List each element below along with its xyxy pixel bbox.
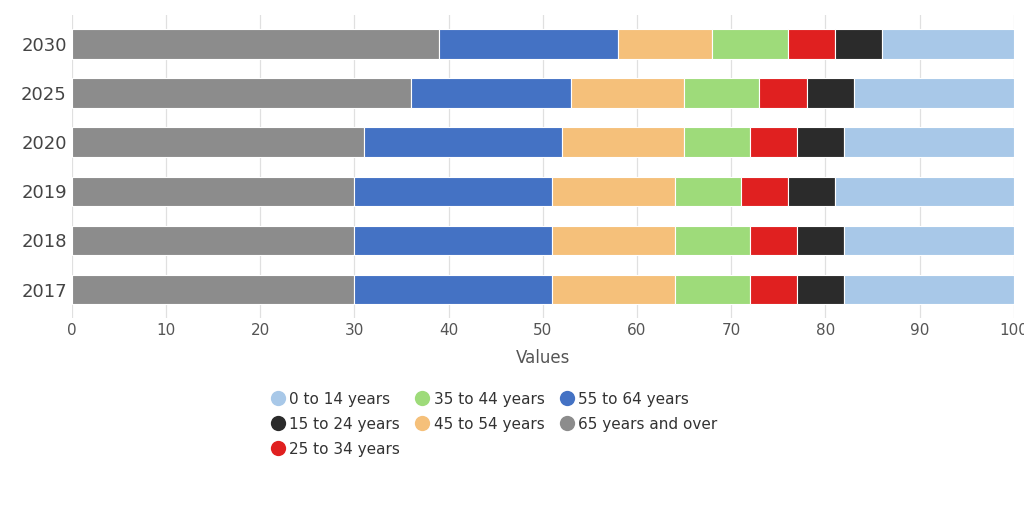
Bar — [750, 127, 797, 157]
Bar — [740, 176, 787, 206]
Bar — [618, 29, 713, 58]
Bar — [354, 176, 552, 206]
Bar — [354, 226, 552, 255]
Bar — [675, 275, 750, 304]
Bar — [675, 176, 740, 206]
Bar — [552, 275, 675, 304]
X-axis label: Values: Values — [515, 349, 570, 367]
Bar — [882, 29, 1014, 58]
Legend: 0 to 14 years, 15 to 24 years, 25 to 34 years, 35 to 44 years, 45 to 54 years, 5: 0 to 14 years, 15 to 24 years, 25 to 34 … — [273, 392, 718, 458]
Bar — [713, 29, 787, 58]
Bar — [354, 275, 552, 304]
Bar — [807, 78, 854, 108]
Bar — [750, 275, 797, 304]
Bar — [552, 226, 675, 255]
Bar — [72, 127, 364, 157]
Bar — [72, 275, 354, 304]
Bar — [439, 29, 618, 58]
Bar — [844, 226, 1014, 255]
Bar — [854, 78, 1014, 108]
Bar — [72, 176, 354, 206]
Bar — [760, 78, 807, 108]
Bar — [552, 176, 675, 206]
Bar — [787, 29, 835, 58]
Bar — [72, 29, 439, 58]
Bar — [797, 226, 844, 255]
Bar — [844, 127, 1014, 157]
Bar — [561, 127, 684, 157]
Bar — [571, 78, 684, 108]
Bar — [750, 226, 797, 255]
Bar — [684, 127, 750, 157]
Bar — [72, 226, 354, 255]
Bar — [787, 176, 835, 206]
Bar — [844, 275, 1014, 304]
Bar — [684, 78, 760, 108]
Bar — [797, 275, 844, 304]
Bar — [364, 127, 561, 157]
Bar — [797, 127, 844, 157]
Bar — [72, 78, 411, 108]
Bar — [835, 29, 882, 58]
Bar — [675, 226, 750, 255]
Bar — [835, 176, 1014, 206]
Bar — [411, 78, 571, 108]
